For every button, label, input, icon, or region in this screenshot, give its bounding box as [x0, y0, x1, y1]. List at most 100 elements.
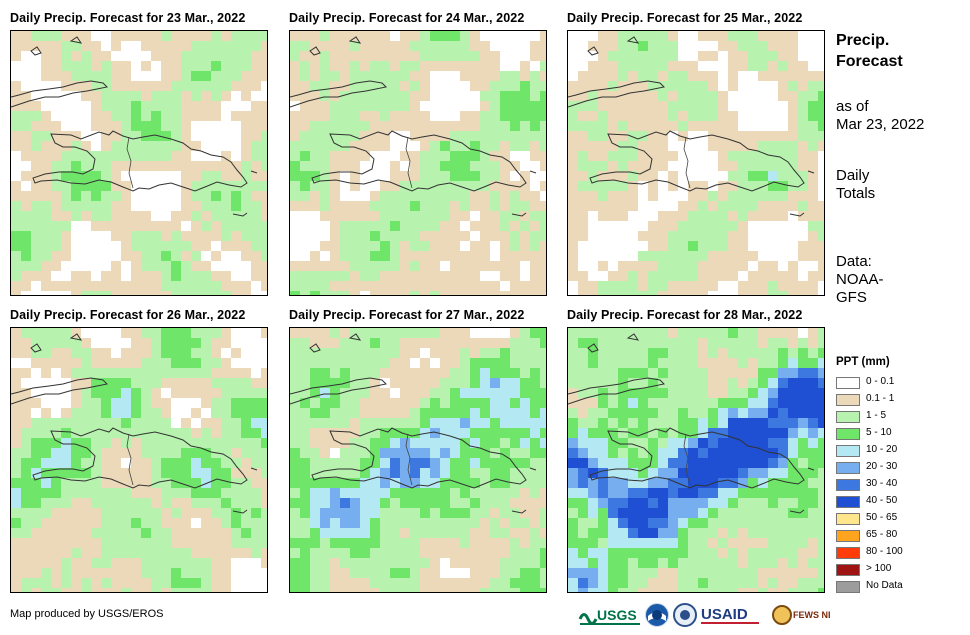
precip-cell: [430, 241, 440, 251]
precip-cell: [31, 231, 41, 241]
precip-cell: [778, 51, 788, 61]
precip-cell: [440, 51, 450, 61]
precip-cell: [410, 271, 420, 281]
precip-cell: [608, 518, 618, 528]
precip-cell: [738, 368, 748, 378]
precip-cell: [688, 528, 698, 538]
precip-cell: [131, 458, 141, 468]
precip-cell: [568, 548, 578, 558]
precip-cell: [340, 211, 350, 221]
precip-cell: [91, 281, 101, 291]
precip-cell: [540, 518, 546, 528]
precip-cell: [588, 488, 598, 498]
precip-cell: [768, 281, 778, 291]
precip-cell: [530, 111, 540, 121]
precip-cell: [450, 578, 460, 588]
precip-cell: [211, 428, 221, 438]
precip-cell: [500, 438, 510, 448]
precip-cell: [598, 201, 608, 211]
precip-cell: [370, 251, 380, 261]
precip-cell: [141, 251, 151, 261]
precip-cell: [768, 348, 778, 358]
precip-cell: [648, 271, 658, 281]
precip-cell: [360, 141, 370, 151]
precip-cell: [400, 181, 410, 191]
precip-cell: [300, 458, 310, 468]
precip-cell: [658, 358, 668, 368]
precip-cell: [11, 181, 21, 191]
precip-cell: [628, 538, 638, 548]
precip-cell: [111, 121, 121, 131]
precip-cell: [380, 428, 390, 438]
precip-cell: [201, 111, 211, 121]
precip-cell: [648, 468, 658, 478]
precip-cell: [628, 398, 638, 408]
precip-cell: [181, 328, 191, 338]
precip-cell: [698, 368, 708, 378]
precip-cell: [748, 51, 758, 61]
precip-cell: [111, 538, 121, 548]
precip-cell: [251, 418, 261, 428]
precip-cell: [71, 41, 81, 51]
precip-cell: [688, 378, 698, 388]
precip-cell: [430, 518, 440, 528]
precip-cell: [330, 398, 340, 408]
precip-cell: [708, 558, 718, 568]
precip-cell: [648, 291, 658, 295]
precip-cell: [231, 211, 241, 221]
precip-cell: [768, 518, 778, 528]
precip-cell: [141, 488, 151, 498]
precip-cell: [360, 71, 370, 81]
precip-cell: [181, 458, 191, 468]
legend-swatch: [836, 581, 860, 593]
precip-cell: [808, 348, 818, 358]
precip-cell: [490, 131, 500, 141]
precip-cell: [350, 161, 360, 171]
precip-cell: [470, 201, 480, 211]
precip-cell: [111, 131, 121, 141]
precip-cell: [728, 488, 738, 498]
precip-cell: [360, 388, 370, 398]
precip-cell: [300, 191, 310, 201]
precip-cell: [310, 428, 320, 438]
precip-cell: [510, 388, 520, 398]
precip-cell: [588, 41, 598, 51]
precip-cell: [618, 478, 628, 488]
precip-cell: [201, 528, 211, 538]
precip-cell: [638, 281, 648, 291]
precip-cell: [221, 51, 231, 61]
precip-cell: [231, 241, 241, 251]
precip-cell: [440, 508, 450, 518]
precip-cell: [628, 588, 638, 592]
precip-cell: [818, 271, 824, 281]
precip-cell: [161, 588, 171, 592]
precip-cell: [768, 528, 778, 538]
precip-cell: [698, 478, 708, 488]
precip-cell: [211, 291, 221, 295]
precip-cell: [510, 291, 520, 295]
precip-cell: [51, 348, 61, 358]
precip-cell: [808, 328, 818, 338]
precip-cell: [440, 31, 450, 41]
precip-cell: [638, 438, 648, 448]
precip-cell: [480, 488, 490, 498]
precip-cell: [728, 328, 738, 338]
precip-cell: [290, 438, 300, 448]
precip-cell: [638, 508, 648, 518]
precip-cell: [400, 448, 410, 458]
precip-cell: [788, 368, 798, 378]
precip-cell: [440, 498, 450, 508]
precip-cell: [578, 271, 588, 281]
precip-cell: [808, 81, 818, 91]
precip-cell: [708, 251, 718, 261]
precip-cell: [778, 348, 788, 358]
precip-cell: [768, 328, 778, 338]
precip-cell: [618, 91, 628, 101]
precip-cell: [141, 111, 151, 121]
precip-cell: [201, 388, 211, 398]
precip-cell: [588, 151, 598, 161]
precip-cell: [658, 271, 668, 281]
precip-cell: [340, 418, 350, 428]
precip-cell: [161, 231, 171, 241]
precip-cell: [360, 358, 370, 368]
